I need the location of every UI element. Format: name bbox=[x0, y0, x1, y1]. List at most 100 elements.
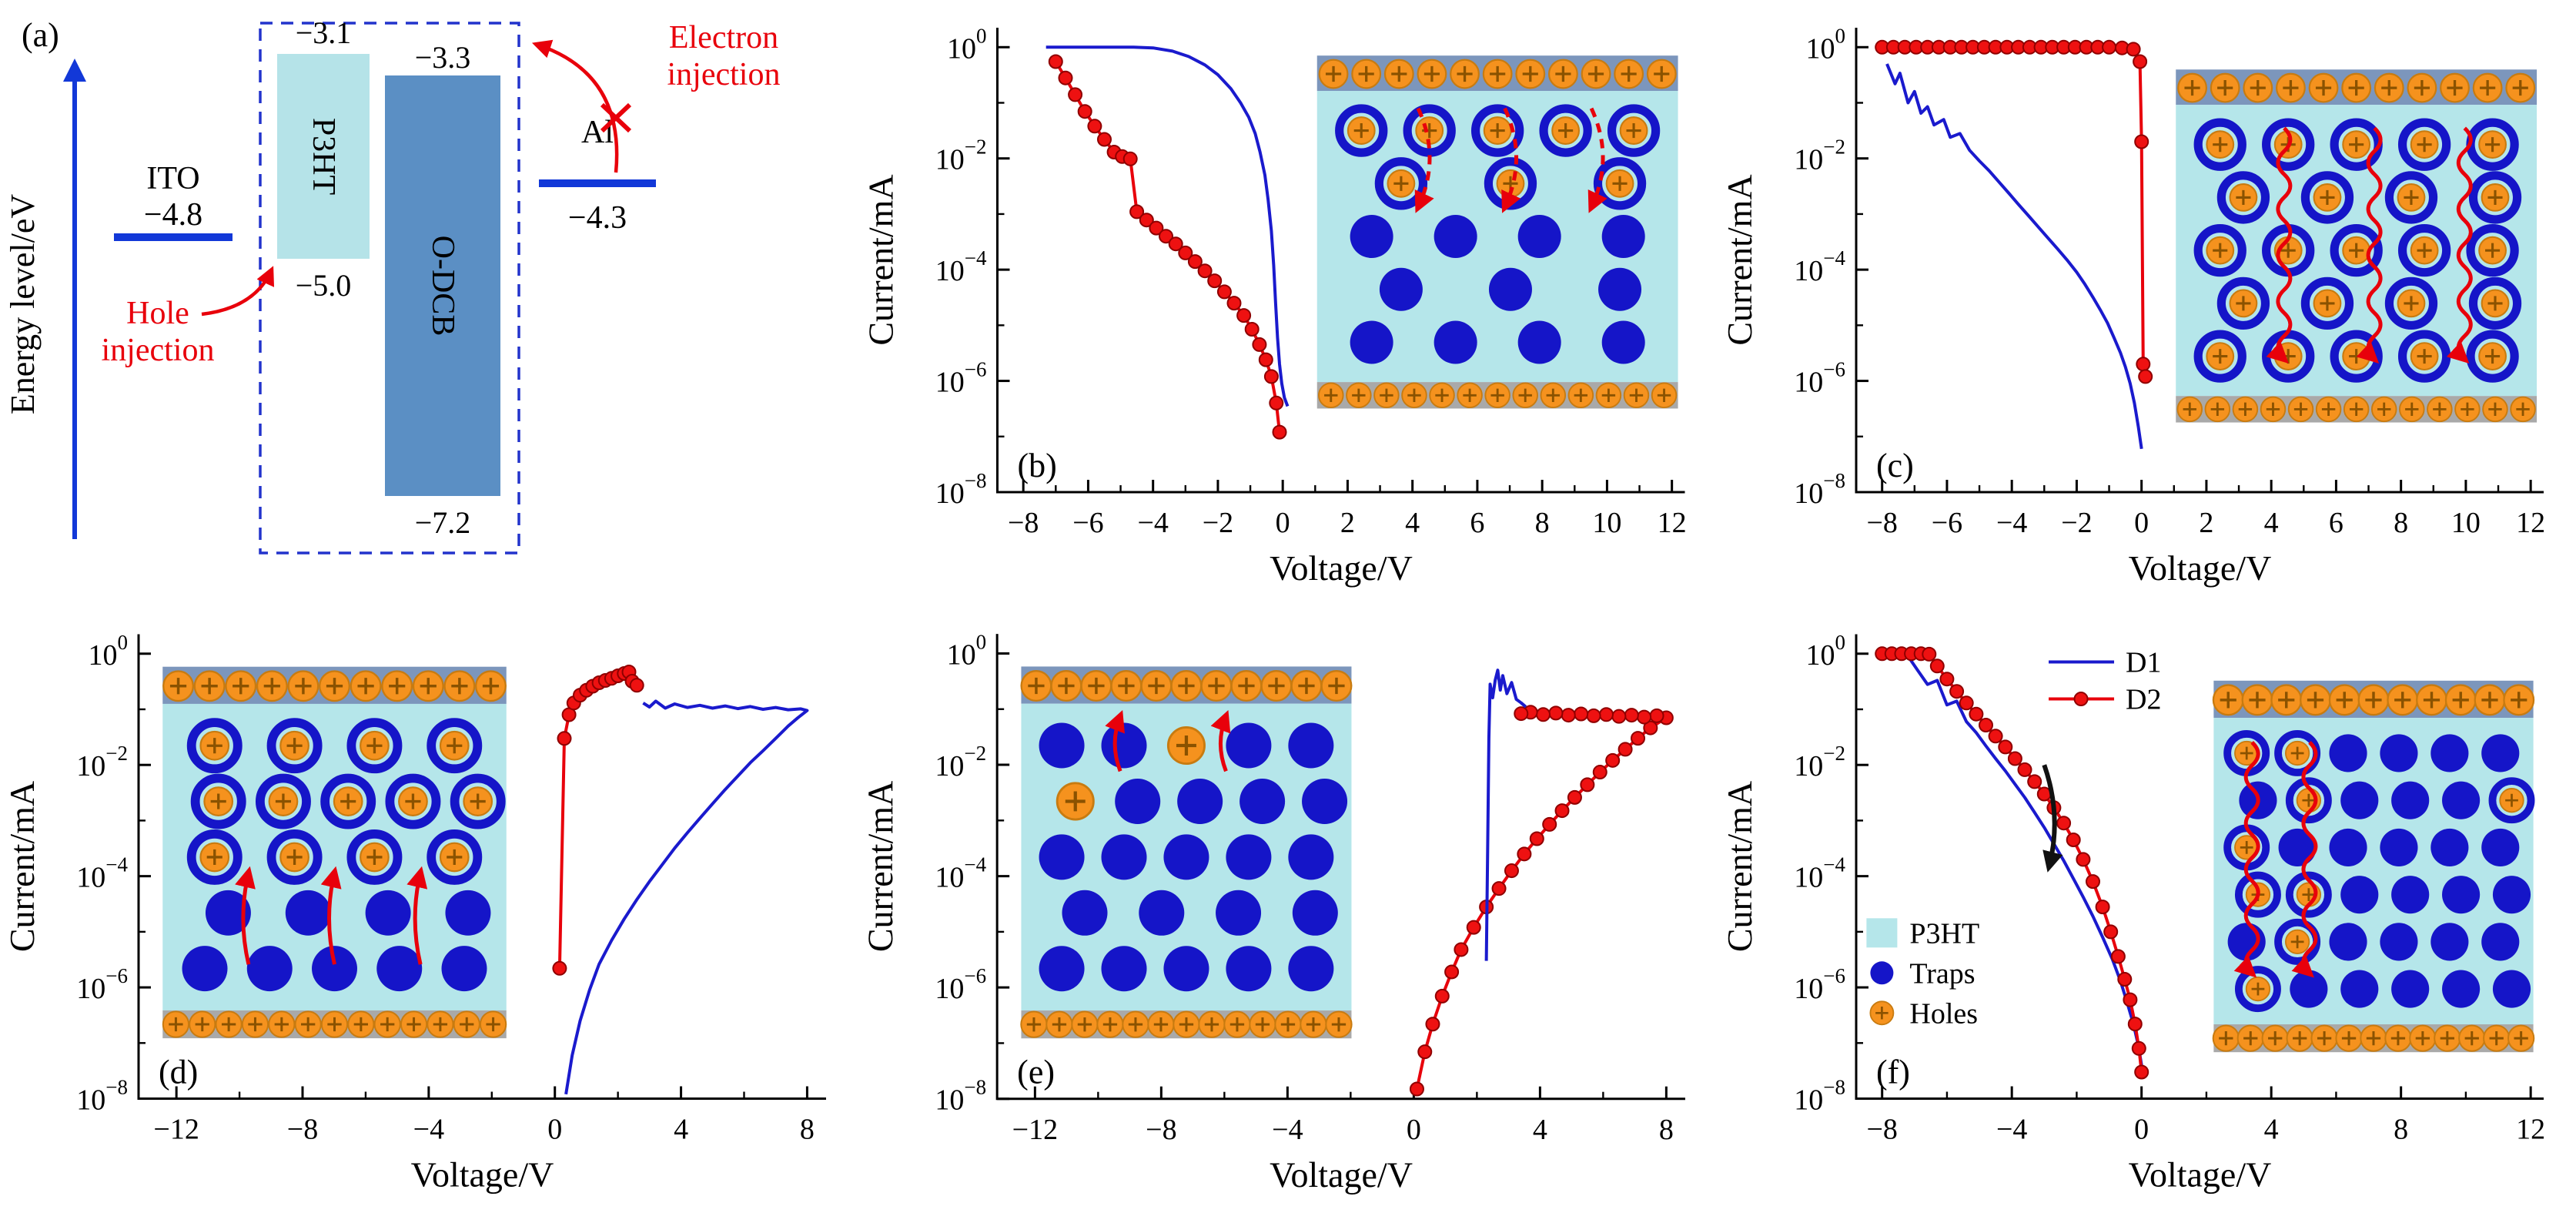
chart-b-iv-curve: 100 10−2 10−4 10−6 10−8 −8 −6 −4 −2 0 2 4 6 8 10 12 Curr… bbox=[861, 24, 1687, 588]
x-axis-label: Voltage/V bbox=[1270, 548, 1413, 588]
p3ht-bottom-level: −5.0 bbox=[296, 268, 352, 303]
electron-injection-label-line1: Electron bbox=[669, 20, 778, 55]
x-tick-label: 2 bbox=[2199, 507, 2213, 539]
legend-swatch-P3HT: P3HT bbox=[1866, 917, 1979, 950]
axes: 100 10−2 10−4 10−6 10−8 −8 −6 −4 −2 0 2 4 6 8 10 12 Curr… bbox=[1720, 24, 2545, 588]
chart-c-iv-curve: 100 10−2 10−4 10−6 10−8 −8 −6 −4 −2 0 2 4 6 8 10 12 Curr… bbox=[1720, 24, 2545, 588]
x-tick-label: −12 bbox=[153, 1114, 199, 1146]
p3ht-box bbox=[277, 54, 370, 259]
energy-axis-label: Energy level/eV bbox=[4, 194, 42, 415]
x-tick-label: −4 bbox=[1996, 507, 2027, 539]
x-tick-label: −4 bbox=[1137, 507, 1168, 539]
series-off-state bbox=[1885, 63, 2143, 450]
series-gradual-sweep bbox=[564, 699, 809, 1095]
y-tick-label: 10−4 bbox=[1794, 853, 1845, 894]
hole-injection-label-line2: injection bbox=[102, 333, 215, 368]
x-tick-label: 0 bbox=[2134, 507, 2149, 539]
y-tick-label: 10−2 bbox=[935, 136, 987, 176]
x-tick-label: −8 bbox=[1866, 507, 1897, 539]
y-tick-label: 10−8 bbox=[76, 1076, 128, 1117]
x-tick-label: −6 bbox=[1932, 507, 1962, 539]
x-tick-label: −2 bbox=[2061, 507, 2092, 539]
electron-injection-label-line2: injection bbox=[667, 57, 781, 92]
x-tick-label: −6 bbox=[1072, 507, 1103, 539]
y-tick-label: 10−8 bbox=[1794, 469, 1845, 510]
odcb-label: O-DCB bbox=[425, 236, 460, 337]
x-tick-label: −8 bbox=[287, 1114, 318, 1146]
y-tick-label: 100 bbox=[947, 24, 987, 65]
chart-f-iv-curve: 100 10−2 10−4 10−6 10−8 −8 −4 0 4 8 12 Current/mA Vo… bbox=[1720, 631, 2545, 1195]
x-axis-label: Voltage/V bbox=[2129, 1155, 2272, 1195]
series-abrupt-set bbox=[1484, 668, 1527, 961]
x-axis-label: Voltage/V bbox=[2129, 548, 2272, 588]
x-tick-label: −4 bbox=[1996, 1114, 2027, 1146]
x-tick-label: 12 bbox=[2516, 507, 2545, 539]
legend-label: Traps bbox=[1909, 957, 1975, 990]
legend-label: P3HT bbox=[1909, 917, 1979, 950]
axes: 100 10−2 10−4 10−6 10−8 −8 −4 0 4 8 12 Current/mA Vo… bbox=[1720, 631, 2545, 1195]
x-tick-label: −4 bbox=[413, 1114, 444, 1146]
panel-d: 100 10−2 10−4 10−6 10−8 −12 −8 −4 0 4 8 Current/mA V… bbox=[0, 606, 858, 1213]
y-tick-label: 10−2 bbox=[76, 742, 128, 782]
legend-swatch-Holes: Holes bbox=[1869, 997, 1978, 1030]
panel-f: 100 10−2 10−4 10−6 10−8 −8 −4 0 4 8 12 Current/mA Vo… bbox=[1718, 606, 2576, 1213]
odcb-top-level: −3.3 bbox=[415, 40, 471, 75]
y-tick-label: 10−6 bbox=[935, 358, 987, 399]
inset-device-schematic bbox=[2176, 69, 2538, 423]
axes: 100 10−2 10−4 10−6 10−8 −8 −6 −4 −2 0 2 4 6 8 10 12 Curr… bbox=[861, 24, 1687, 588]
energy-level-diagram: (a) Energy level/eV ITO −4.8 P3HT −3.1 −… bbox=[4, 15, 781, 555]
panel-label: (e) bbox=[1017, 1054, 1055, 1091]
ito-level-value: −4.8 bbox=[144, 197, 202, 233]
y-tick-label: 10−8 bbox=[935, 469, 987, 510]
legend-label: D1 bbox=[2126, 647, 2161, 679]
x-tick-label: 2 bbox=[1340, 507, 1355, 539]
panel-label: (f) bbox=[1876, 1054, 1910, 1091]
series-device-sweep bbox=[1048, 54, 1287, 440]
legend-entry-D1: D1 bbox=[2049, 647, 2161, 679]
panel-e: 100 10−2 10−4 10−6 10−8 −12 −8 −4 0 4 8 Current/mA V… bbox=[858, 606, 1718, 1213]
y-tick-label: 10−4 bbox=[935, 246, 987, 287]
panel-label: (d) bbox=[159, 1054, 198, 1091]
inset-device-schematic bbox=[162, 666, 507, 1039]
al-level-value: −4.3 bbox=[568, 200, 627, 236]
carrier-flow-arrow bbox=[1105, 709, 1125, 772]
legend-label: Holes bbox=[1909, 997, 1978, 1030]
y-tick-label: 100 bbox=[1806, 24, 1846, 65]
series-abrupt-set bbox=[552, 665, 644, 976]
carrier-flow-arrow bbox=[1414, 107, 1434, 213]
hole-injection-label-line1: Hole bbox=[126, 296, 189, 331]
electron-injection-arrow bbox=[531, 39, 619, 173]
al-label: Al bbox=[581, 115, 614, 150]
carrier-flow-arrow bbox=[235, 866, 256, 965]
y-tick-label: 10−2 bbox=[1794, 742, 1845, 782]
y-tick-label: 10−2 bbox=[1794, 136, 1845, 176]
series-gradual-sweep bbox=[1409, 705, 1674, 1097]
x-tick-label: 4 bbox=[2264, 1114, 2279, 1146]
carrier-flow-arrow bbox=[2291, 741, 2318, 978]
x-tick-label: 12 bbox=[1658, 507, 1687, 539]
y-axis-label: Current/mA bbox=[861, 174, 901, 345]
panel-label: (b) bbox=[1018, 447, 1057, 484]
y-axis-label: Current/mA bbox=[2, 781, 42, 952]
carrier-flow-arrow bbox=[406, 866, 428, 965]
y-tick-label: 100 bbox=[947, 630, 987, 671]
series-on-state bbox=[1875, 39, 2153, 384]
panel-label: (c) bbox=[1876, 447, 1914, 484]
x-tick-label: 4 bbox=[1405, 507, 1420, 539]
carrier-flow-arrow bbox=[1587, 107, 1607, 213]
y-tick-label: 10−4 bbox=[1794, 246, 1845, 287]
y-tick-label: 10−2 bbox=[935, 742, 986, 782]
x-tick-label: −12 bbox=[1012, 1114, 1058, 1146]
y-axis-label: Current/mA bbox=[861, 781, 900, 952]
axes: 100 10−2 10−4 10−6 10−8 −12 −8 −4 0 4 8 Current/mA V… bbox=[2, 631, 826, 1195]
y-tick-label: 100 bbox=[1806, 631, 1846, 672]
x-tick-label: −8 bbox=[1008, 507, 1039, 539]
panel-c: 100 10−2 10−4 10−6 10−8 −8 −6 −4 −2 0 2 4 6 8 10 12 Curr… bbox=[1718, 0, 2576, 606]
carrier-flow-arrow bbox=[1210, 709, 1231, 772]
carrier-flow-arrow bbox=[2233, 741, 2260, 978]
inset-device-schematic bbox=[1316, 55, 1678, 409]
x-tick-label: 8 bbox=[1535, 507, 1550, 539]
x-tick-label: 6 bbox=[1470, 507, 1484, 539]
hole-injection-arrow bbox=[201, 266, 275, 317]
x-tick-label: 0 bbox=[1276, 507, 1290, 539]
